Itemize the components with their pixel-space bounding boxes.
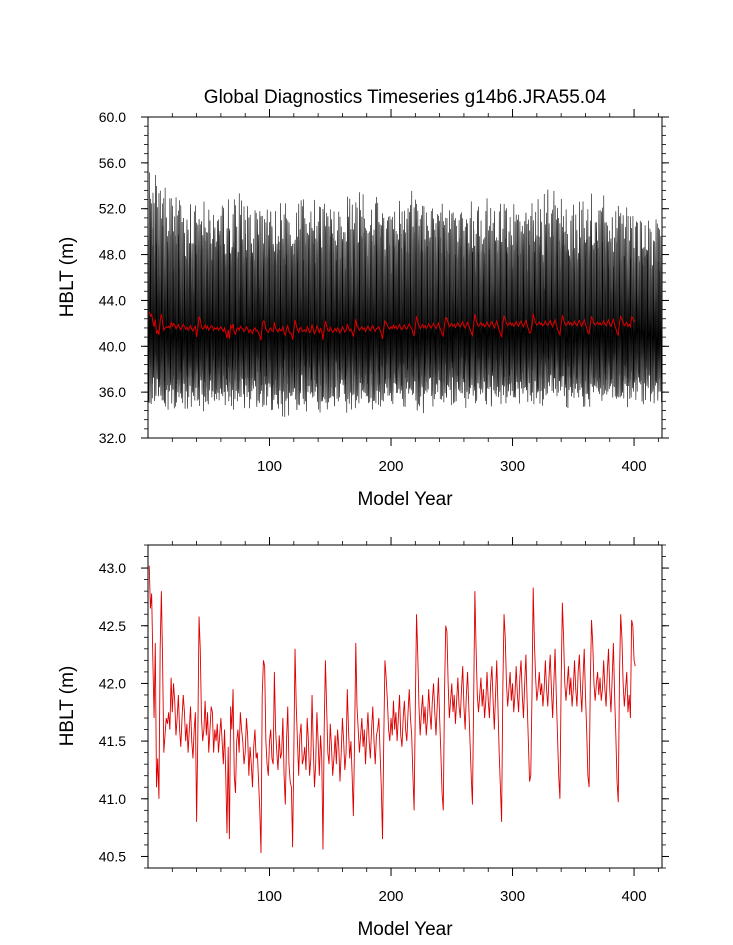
bottom-plot-area: [148, 565, 636, 854]
bottom-y-axis-label: HBLT (m): [57, 666, 78, 747]
top-x-axis: 100 200 300 400: [171, 109, 659, 475]
top-y-tick-label: 56.0: [99, 155, 126, 171]
bottom-y-tick-label: 40.5: [99, 848, 126, 864]
bottom-y-tick-label: 42.5: [99, 618, 126, 634]
top-y-axis: 32.0 36.0 40.0 44.0 48.0 52.0 56.0 60.0: [99, 109, 669, 446]
top-panel: Global Diagnostics Timeseries g14b6.JRA5…: [57, 87, 669, 510]
top-x-tick-label: 300: [500, 458, 525, 475]
top-x-axis-label: Model Year: [357, 489, 453, 510]
top-y-tick-label: 36.0: [99, 384, 126, 400]
top-x-tick-label: 400: [622, 458, 647, 475]
bottom-panel: 40.5 41.0 41.5 42.0 42.5 43.0 100 200 300 400 HB…: [57, 537, 669, 940]
top-plot-frame: [147, 116, 663, 439]
top-y-tick-label: 60.0: [99, 109, 126, 125]
bottom-x-tick-label: 300: [500, 888, 525, 905]
bottom-x-axis-label: Model Year: [357, 919, 453, 940]
top-y-tick-label: 52.0: [99, 201, 126, 217]
bottom-x-axis: 100 200 300 400: [171, 537, 659, 905]
bottom-y-tick-label: 41.5: [99, 733, 126, 749]
bottom-x-tick-label: 200: [379, 888, 404, 905]
top-y-axis-label: HBLT (m): [57, 237, 78, 318]
top-y-tick-label: 48.0: [99, 247, 126, 263]
chart-title: Global Diagnostics Timeseries g14b6.JRA5…: [204, 87, 607, 108]
top-plot-area: [147, 172, 663, 417]
top-x-tick-label: 100: [257, 458, 282, 475]
bottom-y-tick-label: 42.0: [99, 675, 126, 691]
top-monthly-series-line: [147, 172, 663, 417]
bottom-y-tick-label: 41.0: [99, 791, 126, 807]
bottom-y-axis: 40.5 41.0 41.5 42.0 42.5 43.0: [99, 544, 669, 869]
top-x-tick-label: 200: [379, 458, 404, 475]
bottom-x-tick-label: 100: [257, 888, 282, 905]
top-y-tick-label: 40.0: [99, 338, 126, 354]
bottom-annual-mean-line: [148, 565, 636, 854]
top-annual-mean-line: [148, 311, 636, 341]
bottom-x-tick-label: 400: [622, 888, 647, 905]
bottom-y-tick-label: 43.0: [99, 560, 126, 576]
top-y-tick-label: 32.0: [99, 430, 126, 446]
top-y-tick-label: 44.0: [99, 292, 126, 308]
